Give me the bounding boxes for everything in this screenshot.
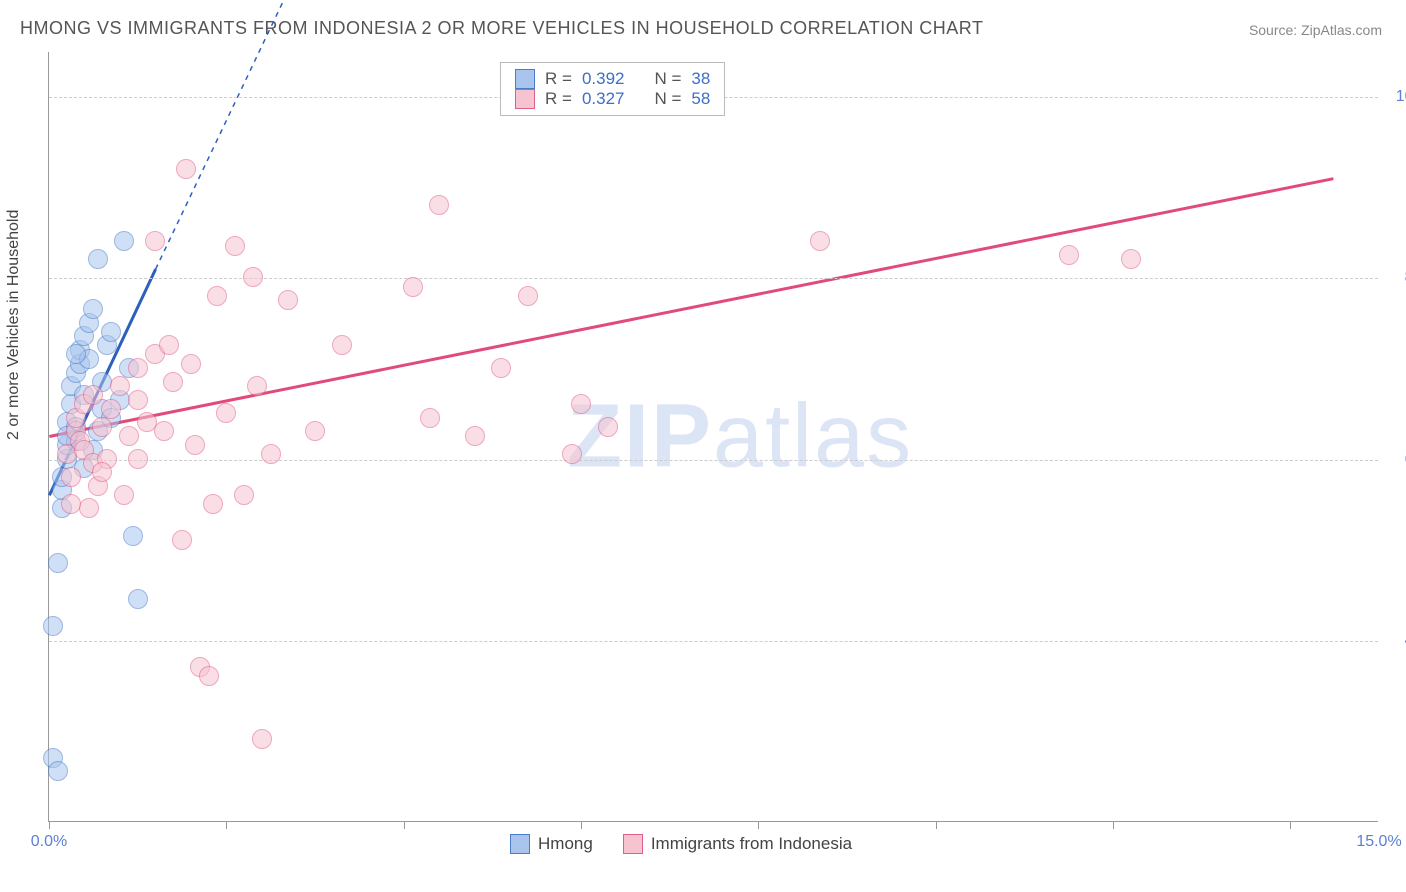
legend-swatch [515, 69, 535, 89]
series-name: Immigrants from Indonesia [651, 834, 852, 854]
r-value: 0.327 [582, 89, 625, 109]
scatter-point [491, 358, 511, 378]
x-tick [49, 821, 50, 829]
scatter-point [101, 322, 121, 342]
scatter-point [48, 553, 68, 573]
gridline [49, 641, 1378, 642]
scatter-point [114, 231, 134, 251]
x-tick [581, 821, 582, 829]
x-tick [226, 821, 227, 829]
scatter-point [101, 399, 121, 419]
n-value: 58 [691, 89, 710, 109]
scatter-point [216, 403, 236, 423]
scatter-point [1121, 249, 1141, 269]
scatter-point [48, 761, 68, 781]
y-tick-label: 100.0% [1396, 88, 1406, 106]
scatter-point [598, 417, 618, 437]
scatter-point [225, 236, 245, 256]
scatter-point [199, 666, 219, 686]
gridline [49, 460, 1378, 461]
scatter-point [128, 358, 148, 378]
x-tick-label: 15.0% [1356, 833, 1401, 851]
scatter-point [571, 394, 591, 414]
r-label: R = [545, 69, 572, 89]
legend-swatch [515, 89, 535, 109]
scatter-point [61, 467, 81, 487]
scatter-point [159, 335, 179, 355]
scatter-point [92, 462, 112, 482]
scatter-point [154, 421, 174, 441]
n-label: N = [654, 69, 681, 89]
scatter-point [88, 249, 108, 269]
series-name: Hmong [538, 834, 593, 854]
scatter-point [261, 444, 281, 464]
watermark-logo: ZIPatlas [567, 385, 913, 488]
scatter-point [247, 376, 267, 396]
legend-row: R = 0.327 N = 58 [515, 89, 710, 109]
scatter-point [234, 485, 254, 505]
chart-title: HMONG VS IMMIGRANTS FROM INDONESIA 2 OR … [20, 18, 983, 39]
scatter-point [128, 589, 148, 609]
scatter-point [181, 354, 201, 374]
scatter-point [83, 385, 103, 405]
scatter-point [83, 299, 103, 319]
scatter-point [119, 426, 139, 446]
n-value: 38 [691, 69, 710, 89]
trend-lines-layer [49, 52, 1378, 821]
scatter-point [145, 231, 165, 251]
scatter-point [79, 498, 99, 518]
n-label: N = [654, 89, 681, 109]
trend-line-extension [156, 0, 315, 269]
scatter-point [185, 435, 205, 455]
scatter-point [128, 390, 148, 410]
scatter-point [123, 526, 143, 546]
scatter-point [207, 286, 227, 306]
scatter-point [810, 231, 830, 251]
legend-row: R = 0.392 N = 38 [515, 69, 710, 89]
scatter-point [128, 449, 148, 469]
x-tick [936, 821, 937, 829]
scatter-point [1059, 245, 1079, 265]
scatter-point [92, 417, 112, 437]
scatter-point [172, 530, 192, 550]
series-legend-item: Hmong [510, 834, 593, 854]
x-tick-label: 0.0% [31, 833, 67, 851]
x-tick [1113, 821, 1114, 829]
r-value: 0.392 [582, 69, 625, 89]
scatter-point [243, 267, 263, 287]
scatter-point [61, 494, 81, 514]
scatter-point [465, 426, 485, 446]
scatter-point [163, 372, 183, 392]
y-axis-label: 2 or more Vehicles in Household [5, 210, 23, 440]
r-label: R = [545, 89, 572, 109]
scatter-point [176, 159, 196, 179]
correlation-legend: R = 0.392 N = 38 R = 0.327 N = 58 [500, 62, 725, 116]
legend-swatch [510, 834, 530, 854]
legend-swatch [623, 834, 643, 854]
scatter-point [114, 485, 134, 505]
scatter-point [562, 444, 582, 464]
scatter-point [332, 335, 352, 355]
plot-area: ZIPatlas 40.0%60.0%80.0%100.0%0.0%15.0% [48, 52, 1378, 822]
scatter-point [252, 729, 272, 749]
x-tick [1290, 821, 1291, 829]
scatter-point [66, 344, 86, 364]
scatter-point [305, 421, 325, 441]
scatter-point [420, 408, 440, 428]
scatter-point [203, 494, 223, 514]
scatter-point [110, 376, 130, 396]
x-tick [758, 821, 759, 829]
scatter-point [429, 195, 449, 215]
scatter-point [518, 286, 538, 306]
trend-line [49, 179, 1333, 437]
series-legend: Hmong Immigrants from Indonesia [510, 834, 852, 854]
scatter-point [403, 277, 423, 297]
x-tick [404, 821, 405, 829]
source-attribution: Source: ZipAtlas.com [1249, 22, 1382, 38]
scatter-point [43, 616, 63, 636]
scatter-point [278, 290, 298, 310]
series-legend-item: Immigrants from Indonesia [623, 834, 852, 854]
